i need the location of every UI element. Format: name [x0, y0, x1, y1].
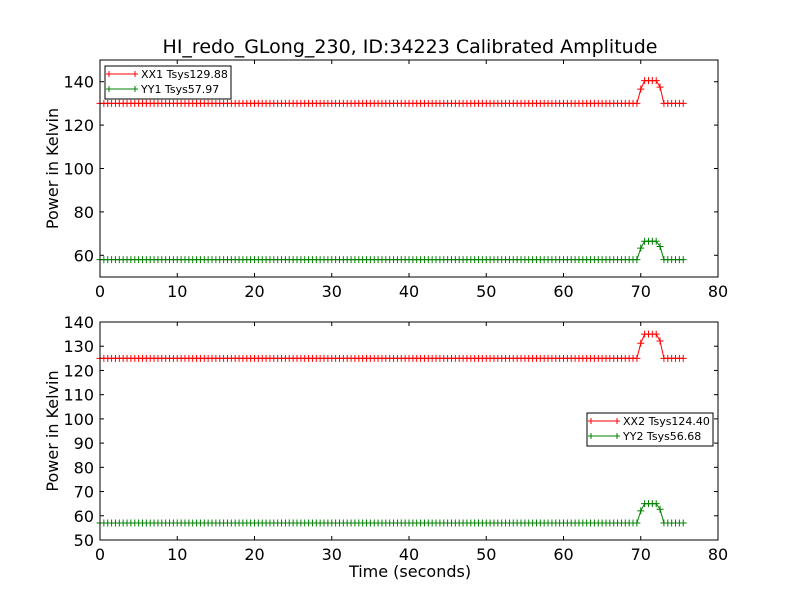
data-point-marker [633, 256, 641, 264]
y-tick-label: 80 [74, 203, 94, 222]
data-point-marker [633, 519, 641, 527]
series-yy1 [96, 237, 687, 264]
y-tick-label: 120 [63, 361, 94, 380]
bottom-panel: 0 10 20 30 40 50 60 70 80 50 60 70 80 90 100 110 120 130 1… [43, 313, 728, 564]
y-tick-label: 110 [63, 386, 94, 405]
x-tick-label: 30 [322, 282, 342, 301]
data-point-marker [637, 339, 645, 347]
x-tick-label: 80 [708, 282, 728, 301]
data-point-marker [652, 237, 660, 245]
x-tick-label: 0 [95, 545, 105, 564]
legend-marker [106, 86, 112, 92]
x-tick-label: 70 [631, 282, 651, 301]
y-tick-label: 120 [63, 116, 94, 135]
data-point-marker [633, 354, 641, 362]
legend-box [586, 412, 714, 447]
y-tick-label: 60 [74, 507, 94, 526]
x-tick-label: 80 [708, 545, 728, 564]
y-tick-label: 140 [63, 73, 94, 92]
data-point-marker [652, 77, 660, 85]
legend-label: XX1 Tsys129.88 [141, 68, 228, 81]
series-xx1 [96, 77, 687, 107]
data-point-marker [656, 505, 664, 513]
data-point-marker [679, 354, 687, 362]
data-point-marker [679, 256, 687, 264]
series-xx2 [96, 330, 687, 362]
data-point-marker [637, 244, 645, 252]
x-tick-label: 50 [476, 282, 496, 301]
y-tick-label: 70 [74, 483, 94, 502]
y-tick-label: 60 [74, 246, 94, 265]
legend-label: YY2 Tsys56.68 [622, 430, 701, 443]
data-point-marker [637, 85, 645, 93]
y-axis-label: Power in Kelvin [43, 370, 62, 491]
y-tick-label: 140 [63, 313, 94, 332]
legend-marker [614, 418, 620, 424]
legend-marker [132, 71, 138, 77]
x-tick-label: 20 [244, 282, 264, 301]
x-axis-label: Time (seconds) [348, 562, 471, 581]
y-tick-label: 90 [74, 434, 94, 453]
data-point-marker [656, 83, 664, 91]
x-tick-label: 20 [244, 545, 264, 564]
y-tick-label: 50 [74, 531, 94, 550]
chart-title: HI_redo_GLong_230, ID:34223 Calibrated A… [163, 36, 658, 58]
data-point-marker [679, 99, 687, 107]
y-axis-label: Power in Kelvin [43, 108, 62, 229]
x-tick-label: 40 [399, 545, 419, 564]
legend-marker [588, 418, 594, 424]
data-point-marker [656, 242, 664, 250]
legend-marker [106, 71, 112, 77]
y-tick-label: 130 [63, 337, 94, 356]
legend-label: XX2 Tsys124.40 [623, 415, 710, 428]
y-tick-label: 80 [74, 458, 94, 477]
x-tick-label: 60 [553, 282, 573, 301]
data-point-marker [652, 500, 660, 508]
x-tick-label: 0 [95, 282, 105, 301]
y-tick-label: 100 [63, 160, 94, 179]
legend-label: YY1 Tsys57.97 [140, 83, 219, 96]
legend: XX1 Tsys129.88 YY1 Tsys57.97 [104, 65, 232, 100]
x-tick-label: 40 [399, 282, 419, 301]
x-tick-label: 50 [476, 545, 496, 564]
x-tick-label: 30 [322, 545, 342, 564]
data-point-marker [679, 519, 687, 527]
x-tick-label: 70 [631, 545, 651, 564]
x-tick-label: 10 [167, 545, 187, 564]
x-tick-label: 60 [553, 545, 573, 564]
data-point-marker [637, 507, 645, 515]
legend: XX2 Tsys124.40 YY2 Tsys56.68 [586, 412, 714, 447]
legend-marker [614, 433, 620, 439]
data-point-marker [652, 330, 660, 338]
x-tick-label: 10 [167, 282, 187, 301]
legend-marker [132, 86, 138, 92]
data-point-marker [633, 99, 641, 107]
y-tick-label: 100 [63, 410, 94, 429]
series-yy2 [96, 500, 687, 527]
legend-box [104, 65, 232, 100]
legend-marker [588, 433, 594, 439]
data-point-marker [656, 337, 664, 345]
